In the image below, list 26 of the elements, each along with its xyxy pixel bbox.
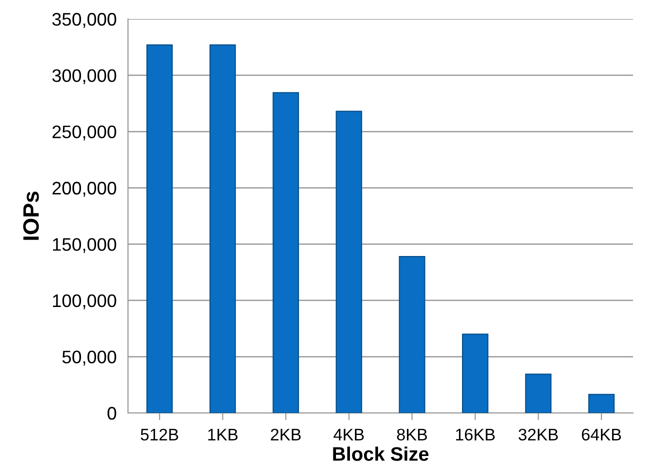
x-tick-label: 1KB [208,428,238,440]
x-tick-label: 32KB [518,428,558,441]
x-tick-label: 16KB [456,428,495,441]
x-axis-title: Block Size [333,446,428,461]
y-tick-label: 150,000 [53,238,116,253]
y-tick-label: 250,000 [52,126,116,140]
bar [272,92,299,413]
bar [398,256,426,413]
y-tick-label: 300,000 [52,69,116,84]
y-tick-label: 0 [108,406,116,420]
x-tick-label: 4KB [334,428,364,440]
y-tick-label: 50,000 [62,350,116,366]
y-tick-label: 100,000 [53,294,116,310]
x-tick-label: 64KB [582,428,621,441]
x-tick-label: 8KB [397,428,427,441]
bar [210,44,236,413]
bar [525,374,552,413]
bar [462,334,488,413]
y-tick-label: 200,000 [52,182,116,197]
bar [146,44,173,413]
y-tick-label: 350,000 [52,12,116,28]
y-axis-title: IOPs [23,192,39,240]
x-tick-label: 512B [140,428,178,441]
bar [588,394,615,413]
bar [336,110,362,413]
x-tick-label: 2KB [270,428,301,440]
